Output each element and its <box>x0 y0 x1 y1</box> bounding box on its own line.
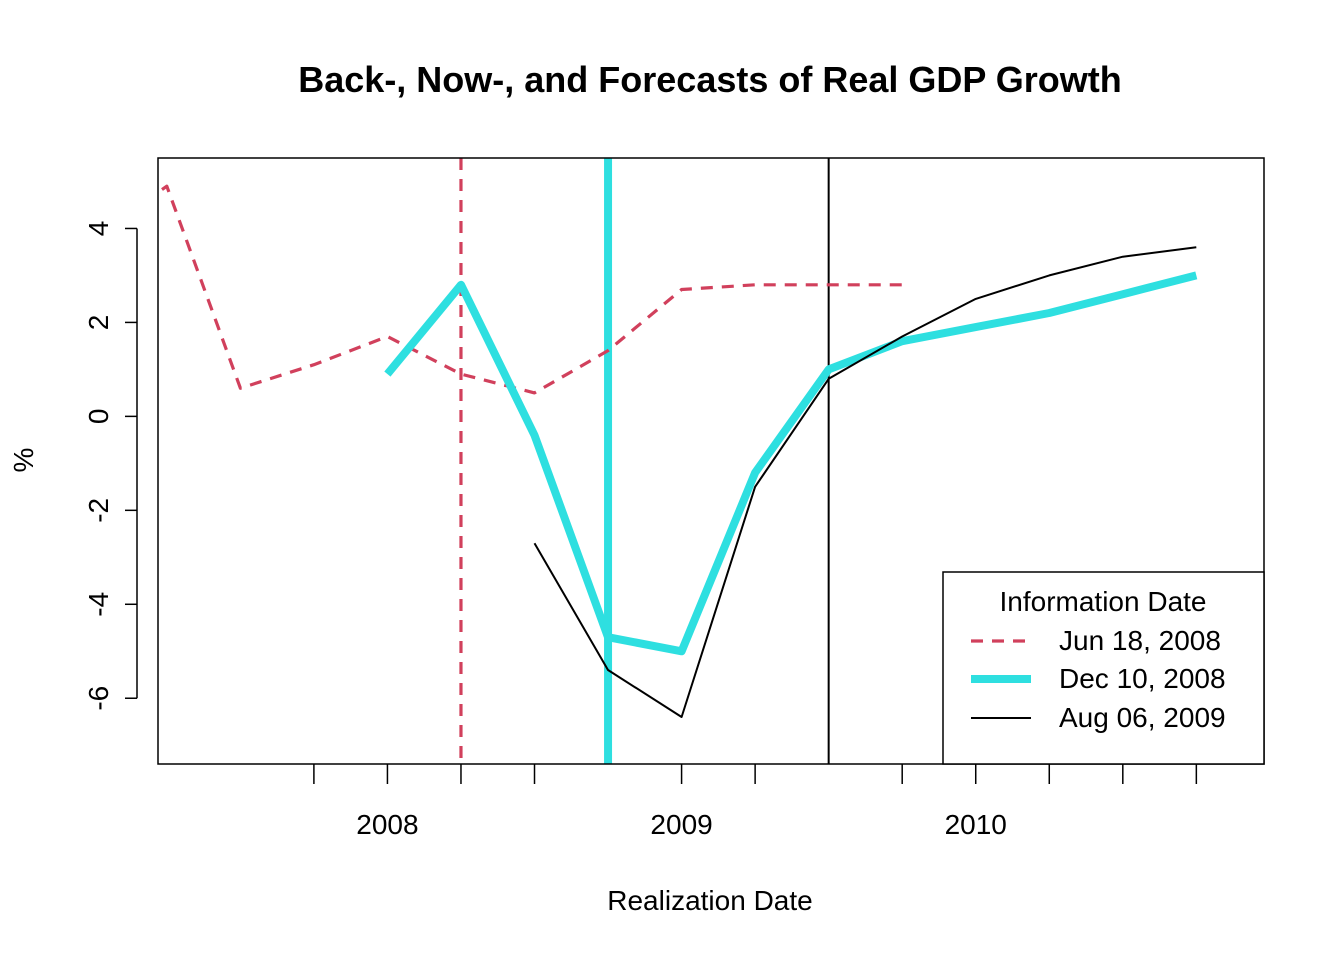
x-tick-label: 2009 <box>650 809 712 840</box>
axes: 4 2 0 -2 -4 -6 2008 2009 2010 <box>83 221 1198 840</box>
legend-label: Aug 06, 2009 <box>1059 702 1226 733</box>
legend-label: Dec 10, 2008 <box>1059 663 1226 694</box>
legend-label: Jun 18, 2008 <box>1059 625 1221 656</box>
y-axis-label: % <box>8 448 39 473</box>
y-tick-label: -2 <box>83 498 114 523</box>
chart-title: Back-, Now-, and Forecasts of Real GDP G… <box>298 59 1122 100</box>
x-axis-label: Realization Date <box>607 885 812 916</box>
legend-title: Information Date <box>1000 586 1207 617</box>
y-tick-label: 0 <box>83 409 114 425</box>
series-lines <box>158 184 1198 718</box>
series-line <box>384 271 1198 656</box>
y-tick-label: 4 <box>83 221 114 237</box>
legend: Information Date Jun 18, 2008 Dec 10, 200… <box>942 571 1265 765</box>
series-line <box>533 246 1197 718</box>
legend-box <box>942 571 1265 765</box>
y-tick-label: -4 <box>83 592 114 617</box>
plot-frame <box>157 157 1265 765</box>
info-date-lines <box>459 158 830 764</box>
x-tick-label: 2008 <box>356 809 418 840</box>
x-tick-label: 2010 <box>945 809 1007 840</box>
y-tick-label: 2 <box>83 315 114 331</box>
series-line <box>158 184 903 395</box>
y-tick-label: -6 <box>83 686 114 711</box>
legend-items: Jun 18, 2008 Dec 10, 2008 Aug 06, 2009 <box>971 625 1226 733</box>
